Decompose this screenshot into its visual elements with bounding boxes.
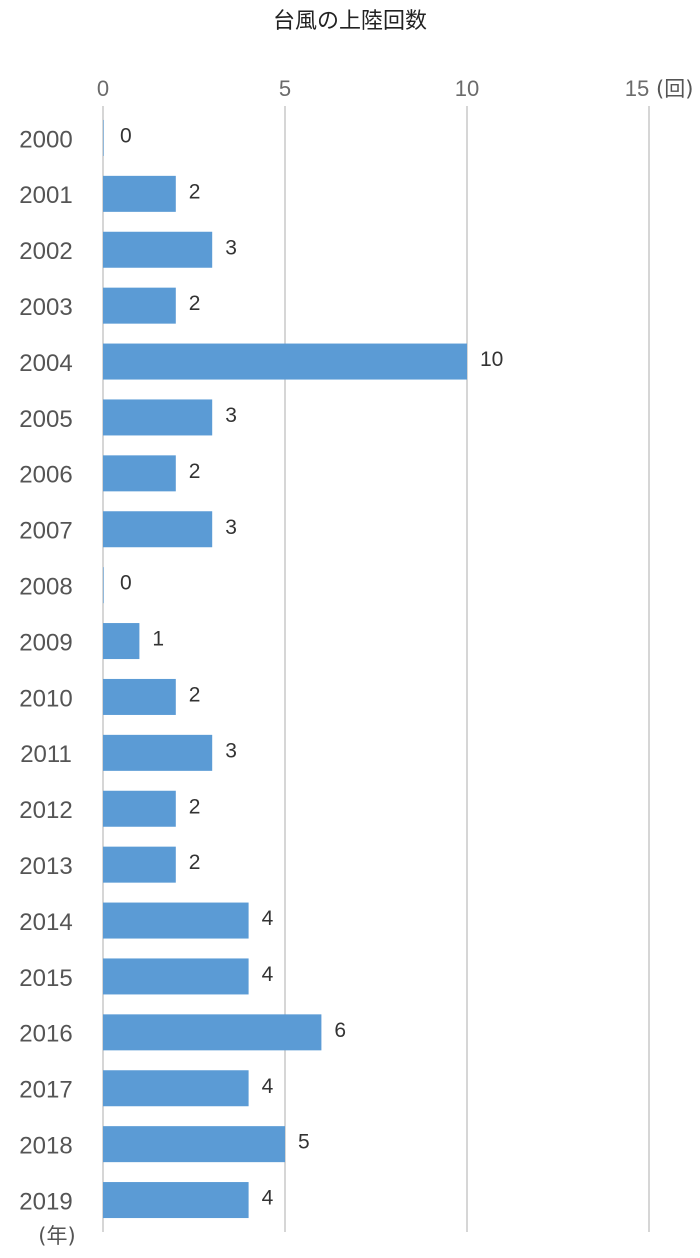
bar-2006	[103, 455, 176, 492]
data-label-2007: 3	[225, 516, 237, 539]
category-label-2003: 2003	[19, 294, 72, 321]
data-label-2017: 4	[262, 1075, 274, 1098]
bar-2004	[103, 343, 467, 380]
bar-2017	[103, 1070, 249, 1107]
category-label-2015: 2015	[19, 965, 72, 992]
category-label-2013: 2013	[19, 853, 72, 880]
category-label-2007: 2007	[19, 518, 72, 545]
bar-2013	[103, 846, 176, 883]
data-labels: 0 2 3 2 10 3 2 3 0 1 2 3 2 2 4 4 6 4 5 4	[120, 124, 503, 1209]
category-label-2002: 2002	[19, 238, 72, 265]
category-label-2014: 2014	[19, 909, 72, 936]
category-label-2004: 2004	[19, 350, 72, 377]
bar-2015	[103, 958, 249, 995]
data-label-2018: 5	[298, 1131, 310, 1154]
data-label-2003: 2	[189, 292, 201, 315]
category-label-2011: 2011	[20, 741, 72, 768]
category-label-2001: 2001	[19, 182, 72, 209]
bars	[103, 119, 467, 1219]
x-axis-ticks: 0 5 10 15	[97, 76, 649, 101]
bar-2007	[103, 511, 213, 548]
x-axis-unit-label: (回)	[656, 77, 693, 101]
grid-lines	[102, 106, 650, 1232]
data-label-2010: 2	[189, 683, 201, 706]
bar-2009	[103, 623, 140, 660]
category-label-2010: 2010	[19, 685, 72, 712]
bar-2011	[103, 734, 213, 771]
data-label-2004: 10	[480, 348, 503, 371]
category-label-2012: 2012	[19, 797, 72, 824]
bar-2002	[103, 231, 213, 268]
data-label-2006: 2	[189, 460, 201, 483]
y-axis-categories: 2000 2001 2002 2003 2004 2005 2006 2007 2008 2009…	[19, 126, 72, 1215]
category-label-2019: 2019	[19, 1188, 72, 1215]
data-label-2000: 0	[120, 124, 132, 147]
data-label-2008: 0	[120, 572, 132, 595]
bar-2000	[103, 119, 104, 156]
category-label-2005: 2005	[19, 406, 72, 433]
category-label-2008: 2008	[19, 573, 72, 600]
bar-2018	[103, 1126, 285, 1163]
category-label-2000: 2000	[19, 126, 72, 153]
bar-2005	[103, 399, 213, 436]
bar-2008	[103, 567, 104, 604]
x-tick-label-0: 0	[97, 76, 109, 101]
data-label-2016: 6	[334, 1019, 346, 1042]
category-label-2006: 2006	[19, 462, 72, 489]
chart-title: 台風の上陸回数	[273, 9, 427, 34]
data-label-2002: 3	[225, 236, 237, 259]
bar-2019	[103, 1182, 249, 1219]
bar-2016	[103, 1014, 322, 1051]
x-tick-label-10: 10	[455, 76, 479, 101]
data-label-2009: 1	[152, 628, 164, 651]
x-tick-label-5: 5	[279, 76, 291, 101]
category-label-2009: 2009	[19, 629, 72, 656]
y-axis-unit-label: (年)	[38, 1224, 75, 1248]
data-label-2019: 4	[262, 1187, 274, 1210]
bar-2012	[103, 790, 176, 827]
data-label-2012: 2	[189, 795, 201, 818]
category-label-2017: 2017	[19, 1077, 72, 1104]
data-label-2014: 4	[262, 907, 274, 930]
data-label-2013: 2	[189, 851, 201, 874]
data-label-2011: 3	[225, 739, 237, 762]
data-label-2005: 3	[225, 404, 237, 427]
bar-2003	[103, 287, 176, 324]
bar-2001	[103, 175, 176, 212]
category-label-2018: 2018	[19, 1132, 72, 1159]
x-tick-label-15: 15	[625, 76, 649, 101]
data-label-2015: 4	[262, 963, 274, 986]
bar-2014	[103, 902, 249, 939]
category-label-2016: 2016	[19, 1021, 72, 1048]
bar-2010	[103, 678, 176, 715]
data-label-2001: 2	[189, 180, 201, 203]
